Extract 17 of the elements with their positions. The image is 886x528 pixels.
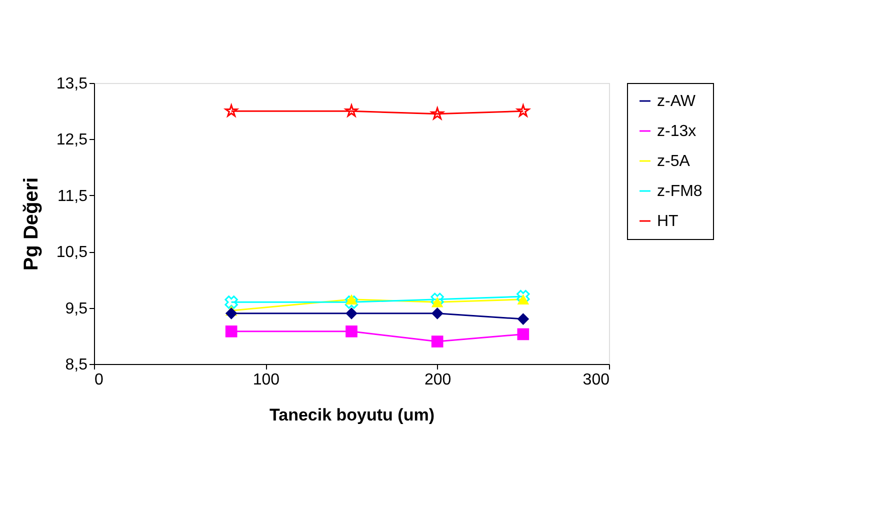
- y-tick-label: 9,5: [65, 300, 88, 318]
- y-tick-label: 10,5: [56, 244, 88, 262]
- legend-label: z-13x: [657, 123, 696, 140]
- x-tick-label: 100: [252, 372, 280, 388]
- y-tick-label: 12,5: [56, 132, 88, 149]
- legend-label: z-AW: [657, 93, 696, 110]
- x-tick-label: 300: [582, 372, 610, 388]
- x-tick-label: 0: [94, 372, 104, 388]
- legend-label: z-FM8: [657, 183, 702, 200]
- x-axis-title: Tanecik boyutu (um): [270, 406, 434, 424]
- y-tick-label: 11,5: [58, 188, 88, 205]
- legend-label: HT: [657, 213, 679, 230]
- legend-label: z-5A: [657, 153, 690, 170]
- y-tick-label: 8,5: [65, 356, 88, 374]
- x-tick-label: 200: [424, 372, 452, 388]
- y-tick-label: 13,5: [56, 76, 88, 92]
- y-axis-title: Pg Değeri: [20, 177, 42, 271]
